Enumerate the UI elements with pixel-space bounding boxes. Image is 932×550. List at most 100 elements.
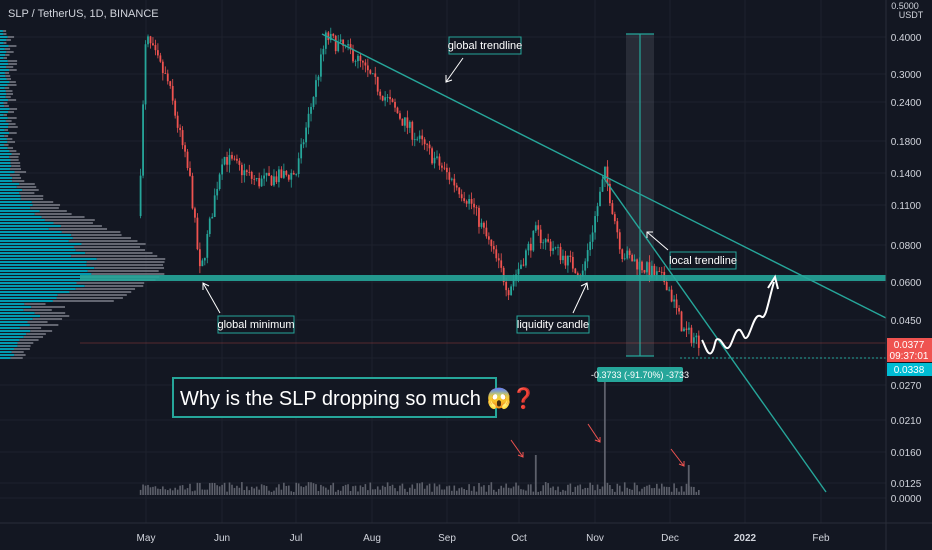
volume-bar — [569, 483, 572, 495]
candle-body — [194, 208, 196, 218]
profile-bar-up — [0, 318, 33, 320]
volume-bar — [552, 486, 554, 495]
volume-bar — [606, 482, 609, 495]
x-tick-label: Aug — [363, 533, 381, 544]
candle-body — [337, 41, 340, 52]
profile-bar-up — [0, 213, 35, 215]
profile-bar-up — [0, 234, 72, 236]
volume-bar — [169, 488, 172, 495]
volume-bar — [576, 485, 579, 495]
profile-bar-up — [0, 51, 7, 53]
candle-body — [445, 167, 448, 173]
volume-bar — [139, 489, 142, 495]
candle-body — [487, 236, 490, 240]
candle-body — [483, 222, 485, 228]
candle-body — [576, 273, 579, 276]
volume-bar — [389, 485, 391, 495]
candle-body — [569, 255, 572, 257]
candle-body — [539, 229, 542, 244]
volume-bar — [530, 484, 532, 495]
candle-body — [522, 264, 525, 266]
candle-body — [616, 221, 619, 233]
candle-body — [465, 201, 468, 204]
volume-bar — [367, 490, 369, 495]
candle-body — [658, 271, 661, 273]
candle-body — [312, 96, 315, 107]
volume-bar — [302, 487, 305, 495]
volume-bar — [391, 484, 394, 495]
y-tick-label: 0.1400 — [891, 169, 922, 180]
candle-body — [228, 154, 231, 165]
candle-body — [448, 172, 451, 180]
profile-bar-up — [0, 309, 24, 311]
candle-body — [428, 144, 431, 149]
profile-bar-up — [0, 276, 92, 278]
volume-bar — [451, 490, 453, 495]
volume-bar — [623, 482, 626, 495]
volume-bar — [320, 484, 322, 495]
volume-bar — [656, 483, 658, 495]
candle-body — [159, 55, 162, 62]
candle-body — [213, 195, 216, 217]
profile-bar-up — [0, 78, 7, 80]
profile-bar-down — [4, 87, 10, 89]
profile-bar-down — [56, 297, 123, 299]
candle-body — [354, 61, 357, 62]
candle-body — [685, 328, 688, 330]
candle-body — [470, 199, 473, 204]
profile-bar-up — [0, 219, 45, 221]
current-price-tag — [887, 338, 932, 362]
profile-bar-down — [44, 219, 95, 221]
profile-bar-down — [75, 288, 136, 290]
y-tick-label: 0.0210 — [891, 416, 922, 427]
candle-body — [636, 259, 638, 270]
volume-bar — [228, 482, 231, 495]
profile-bar-down — [4, 48, 11, 50]
candle-body — [203, 257, 206, 261]
candle-body — [650, 265, 653, 277]
candle-body — [517, 268, 520, 275]
volume-bar — [678, 491, 680, 495]
candle-body — [688, 327, 690, 330]
profile-bar-up — [0, 87, 5, 89]
candle-body — [653, 265, 656, 275]
candle-body — [604, 166, 606, 180]
minimum-arrowhead — [202, 282, 210, 290]
volume-bar — [525, 490, 527, 495]
top-tick-label: 0.5000 — [891, 1, 919, 11]
candle-body — [495, 249, 498, 259]
profile-bar-down — [11, 351, 24, 353]
candle-body — [226, 156, 228, 165]
profile-bar-down — [6, 78, 12, 80]
candle-body — [638, 261, 641, 270]
profile-bar-down — [31, 306, 66, 308]
candle-body — [265, 172, 268, 176]
profile-bar-down — [7, 117, 17, 119]
profile-bar-up — [0, 180, 13, 182]
profile-bar-up — [0, 90, 6, 92]
profile-bar-up — [0, 282, 77, 284]
profile-bar-down — [23, 309, 52, 311]
volume-bar — [574, 486, 577, 495]
volume-bar — [631, 489, 633, 495]
volume-bar — [581, 489, 584, 495]
candle-body — [643, 270, 646, 273]
volume-bar — [327, 489, 330, 495]
volume-bar — [455, 490, 458, 495]
volume-bar — [307, 482, 310, 495]
profile-bar-down — [73, 246, 140, 248]
candles — [139, 27, 700, 356]
candle-body — [608, 183, 611, 204]
profile-bar-down — [7, 60, 18, 62]
candle-body — [240, 164, 243, 176]
profile-bar-down — [11, 153, 20, 155]
volume-bar — [517, 485, 520, 495]
chart-title: SLP / TetherUS, 1D, BINANCE — [8, 8, 159, 20]
profile-bar-down — [30, 207, 59, 209]
volume-bar — [142, 484, 144, 495]
profile-bar-up — [0, 141, 8, 143]
volume-bar — [149, 487, 152, 495]
volume-bar — [473, 486, 475, 495]
profile-bar-up — [0, 333, 27, 335]
candle-body — [547, 239, 550, 242]
